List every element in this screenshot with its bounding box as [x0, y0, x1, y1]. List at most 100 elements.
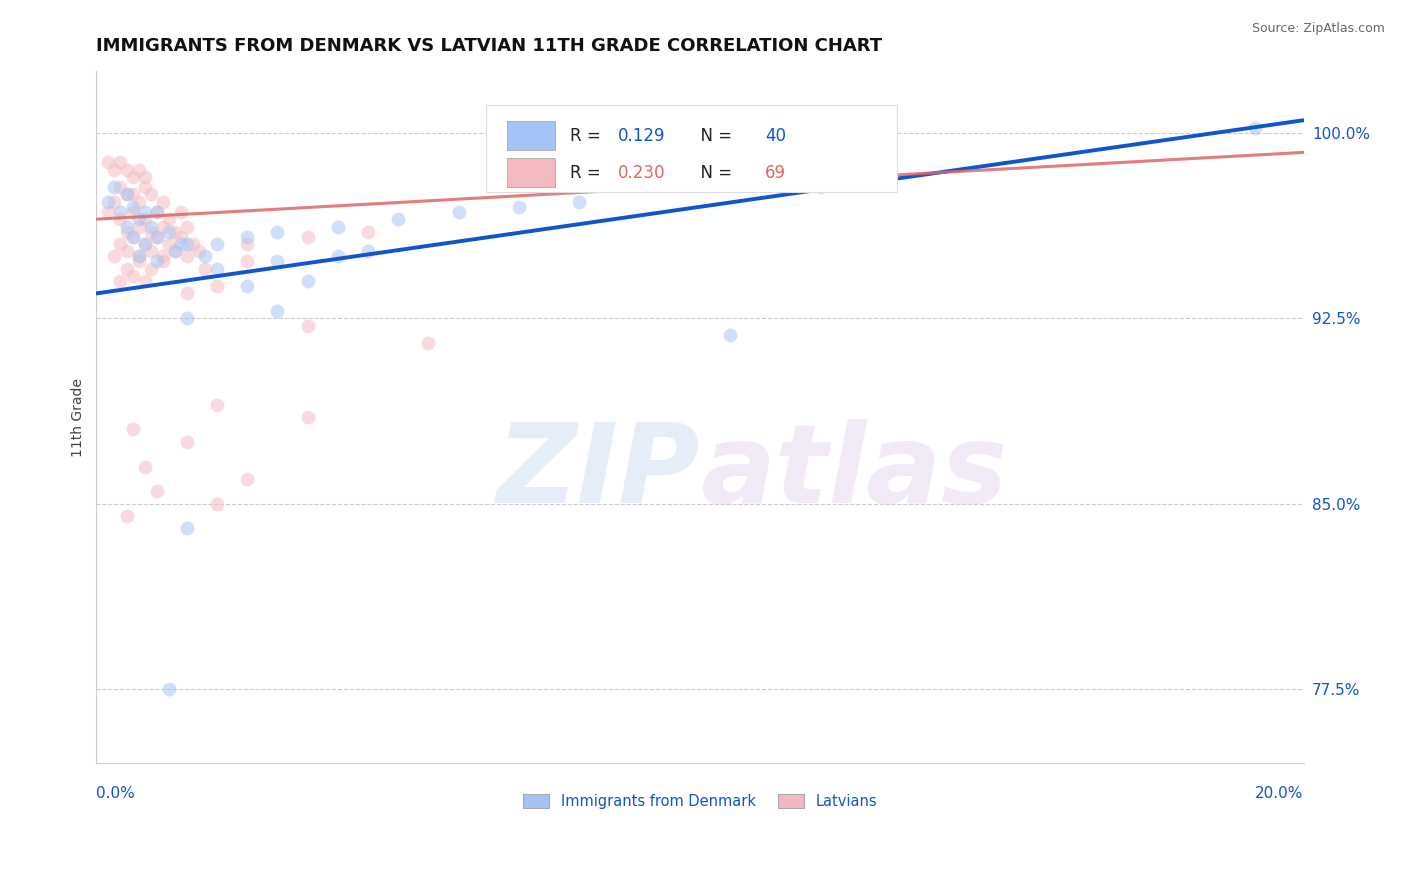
FancyBboxPatch shape [486, 105, 897, 192]
Point [266, 254, 288, 268]
Point [145, 204, 167, 219]
Point [115, 187, 138, 202]
Point [194, 249, 217, 263]
Point [110, 212, 132, 227]
Point [188, 244, 211, 259]
Point [110, 204, 132, 219]
Point [163, 244, 186, 259]
Point [110, 180, 132, 194]
Point [121, 204, 143, 219]
Point [170, 229, 193, 244]
Point [145, 229, 167, 244]
Point [157, 236, 180, 251]
Point [236, 254, 259, 268]
Point [128, 194, 150, 209]
FancyBboxPatch shape [506, 159, 555, 187]
Point [103, 162, 125, 177]
Point [128, 249, 150, 263]
Point [115, 162, 138, 177]
Text: N =: N = [690, 127, 738, 145]
Point [134, 170, 156, 185]
Point [103, 249, 125, 263]
Text: Source: ZipAtlas.com: Source: ZipAtlas.com [1251, 22, 1385, 36]
Text: 0.0%: 0.0% [97, 786, 135, 801]
Point [236, 279, 259, 293]
Point [134, 204, 156, 219]
Point [145, 229, 167, 244]
Point [134, 274, 156, 288]
Text: R =: R = [569, 164, 606, 182]
Point [103, 194, 125, 209]
Point [236, 472, 259, 486]
Point [205, 236, 228, 251]
Point [115, 225, 138, 239]
Point [128, 219, 150, 234]
Point [266, 225, 288, 239]
Point [297, 274, 319, 288]
Text: 20.0%: 20.0% [1256, 786, 1303, 801]
Point [134, 236, 156, 251]
Point [447, 204, 470, 219]
Point [170, 236, 193, 251]
Point [115, 244, 138, 259]
Point [121, 229, 143, 244]
Point [145, 204, 167, 219]
Point [176, 236, 198, 251]
Point [236, 229, 259, 244]
Point [152, 194, 174, 209]
Point [181, 236, 204, 251]
Point [157, 225, 180, 239]
Point [508, 200, 530, 214]
Point [297, 318, 319, 333]
Point [139, 225, 162, 239]
Point [121, 170, 143, 185]
Text: IMMIGRANTS FROM DENMARK VS LATVIAN 11TH GRADE CORRELATION CHART: IMMIGRANTS FROM DENMARK VS LATVIAN 11TH … [97, 37, 883, 55]
Point [205, 261, 228, 276]
Point [139, 187, 162, 202]
Point [97, 155, 120, 169]
Text: R =: R = [569, 127, 606, 145]
Point [163, 244, 186, 259]
Point [205, 279, 228, 293]
Point [145, 484, 167, 499]
Text: 0.230: 0.230 [617, 164, 665, 182]
Point [110, 155, 132, 169]
Point [176, 249, 198, 263]
Point [157, 212, 180, 227]
Point [97, 194, 120, 209]
Point [170, 204, 193, 219]
Point [139, 261, 162, 276]
Point [236, 236, 259, 251]
Point [97, 204, 120, 219]
Point [134, 459, 156, 474]
Point [145, 254, 167, 268]
Text: atlas: atlas [700, 419, 1007, 526]
Point [163, 225, 186, 239]
Point [115, 509, 138, 524]
Point [1244, 120, 1267, 135]
Point [139, 219, 162, 234]
Point [176, 219, 198, 234]
Point [418, 335, 440, 350]
Legend: Immigrants from Denmark, Latvians: Immigrants from Denmark, Latvians [517, 789, 883, 815]
Point [134, 236, 156, 251]
Y-axis label: 11th Grade: 11th Grade [72, 377, 86, 457]
Point [110, 274, 132, 288]
Point [266, 303, 288, 318]
Point [357, 225, 380, 239]
Point [718, 328, 741, 343]
Point [115, 219, 138, 234]
Point [128, 212, 150, 227]
Point [121, 200, 143, 214]
Point [121, 422, 143, 436]
Point [176, 521, 198, 535]
Point [110, 236, 132, 251]
Point [128, 254, 150, 268]
Text: 0.129: 0.129 [617, 127, 665, 145]
Text: ZIP: ZIP [496, 419, 700, 526]
Point [152, 249, 174, 263]
Text: N =: N = [690, 164, 738, 182]
Point [387, 212, 409, 227]
Point [128, 162, 150, 177]
Point [152, 219, 174, 234]
